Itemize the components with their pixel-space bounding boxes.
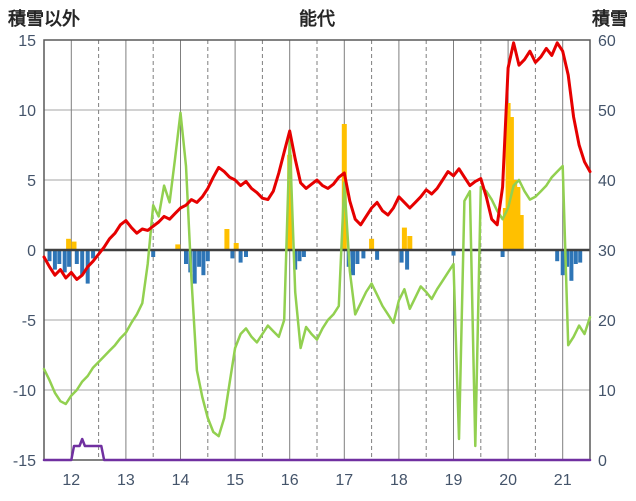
left-tick-label: -15 [13, 453, 36, 470]
blue-bars-down-bar [197, 250, 202, 267]
blue-bars-down-bar [151, 250, 156, 257]
orange-bars-up-bar [71, 241, 77, 250]
x-tick-label: 21 [554, 472, 572, 489]
blue-bars-down-bar [80, 250, 85, 276]
left-tick-label: 5 [27, 173, 36, 190]
orange-bars-up-bar [401, 227, 407, 250]
right-axis-title: 積雪 [592, 9, 628, 29]
right-tick-label: 60 [598, 33, 616, 50]
blue-bars-down-bar [74, 250, 79, 264]
blue-bars-down-bar [565, 250, 570, 267]
blue-bars-down-bar [399, 250, 404, 263]
right-tick-label: 40 [598, 173, 616, 190]
red-line [42, 41, 592, 281]
x-tick-label: 20 [499, 472, 517, 489]
orange-bars-up-bar [515, 187, 521, 250]
blue-bars-down-bar [555, 250, 560, 262]
right-tick-label: 0 [598, 453, 607, 470]
orange-bars-up-bar [502, 208, 508, 250]
x-tick-label: 18 [390, 472, 408, 489]
blue-bars-down-bar [57, 250, 62, 264]
purple-line [42, 437, 592, 462]
blue-bars-down-bar [560, 250, 565, 276]
blue-bars-down-bar [355, 250, 360, 264]
blue-bars-down-bar [351, 250, 355, 276]
orange-bars-up-bar [66, 238, 72, 250]
blue-bars-down-bar [184, 250, 188, 264]
orange-bars-up-bar [505, 103, 511, 250]
blue-bars-down-bar [192, 250, 197, 284]
blue-bars-down-bar [297, 250, 302, 262]
left-axis-title: 積雪以外 [8, 9, 80, 29]
blue-bars-down-bar [205, 250, 210, 262]
blue-bars-down-bar [451, 250, 456, 256]
left-tick-label: -10 [13, 383, 36, 400]
blue-bars-down-bar [244, 250, 248, 257]
right-tick-label: 50 [598, 103, 616, 120]
right-tick-label: 10 [598, 383, 616, 400]
blue-bars-down-bar [47, 250, 52, 262]
blue-bars-down-bar [301, 250, 306, 257]
x-tick-label: 17 [335, 472, 353, 489]
orange-bars-up-bar [224, 229, 230, 250]
orange-bars-up-bar [518, 215, 524, 250]
orange-bars-up-bar [369, 238, 375, 250]
left-tick-label: 0 [27, 243, 36, 260]
x-tick-label: 13 [117, 472, 135, 489]
x-tick-label: 19 [445, 472, 463, 489]
blue-bars-down-bar [62, 250, 67, 273]
x-tick-label: 15 [226, 472, 244, 489]
orange-bars-up-bar [512, 180, 518, 250]
blue-bars-down-bar [405, 250, 410, 270]
blue-bars-down-bar [52, 250, 57, 270]
right-tick-label: 20 [598, 313, 616, 330]
blue-bars-down-bar [361, 250, 366, 259]
orange-bars-up-bar [175, 244, 181, 250]
left-tick-label: 15 [18, 33, 36, 50]
left-tick-label: 10 [18, 103, 36, 120]
x-tick-label: 14 [172, 472, 190, 489]
chart-title: 能代 [299, 9, 335, 29]
x-tick-label: 12 [62, 472, 80, 489]
blue-bars-down-bar [578, 250, 583, 263]
blue-bars-down-bar [500, 250, 505, 257]
blue-bars-down-bar [67, 250, 72, 267]
blue-bars-down-bar [230, 250, 235, 259]
blue-bars-down-bar [573, 250, 578, 264]
blue-bars-down-bar [201, 250, 206, 276]
left-tick-label: -5 [22, 313, 36, 330]
x-tick-label: 16 [281, 472, 299, 489]
orange-bars-up-bar [287, 154, 293, 250]
orange-bars-up-bar [407, 236, 413, 250]
blue-bars-down-bar [569, 250, 574, 281]
orange-bars-up-bar [508, 117, 514, 250]
orange-bars-up-bar [233, 243, 239, 250]
right-tick-label: 30 [598, 243, 616, 260]
blue-bars-down-bar [238, 250, 243, 263]
blue-bars-down-bar [375, 250, 380, 260]
blue-bars-down-bar [91, 250, 96, 259]
